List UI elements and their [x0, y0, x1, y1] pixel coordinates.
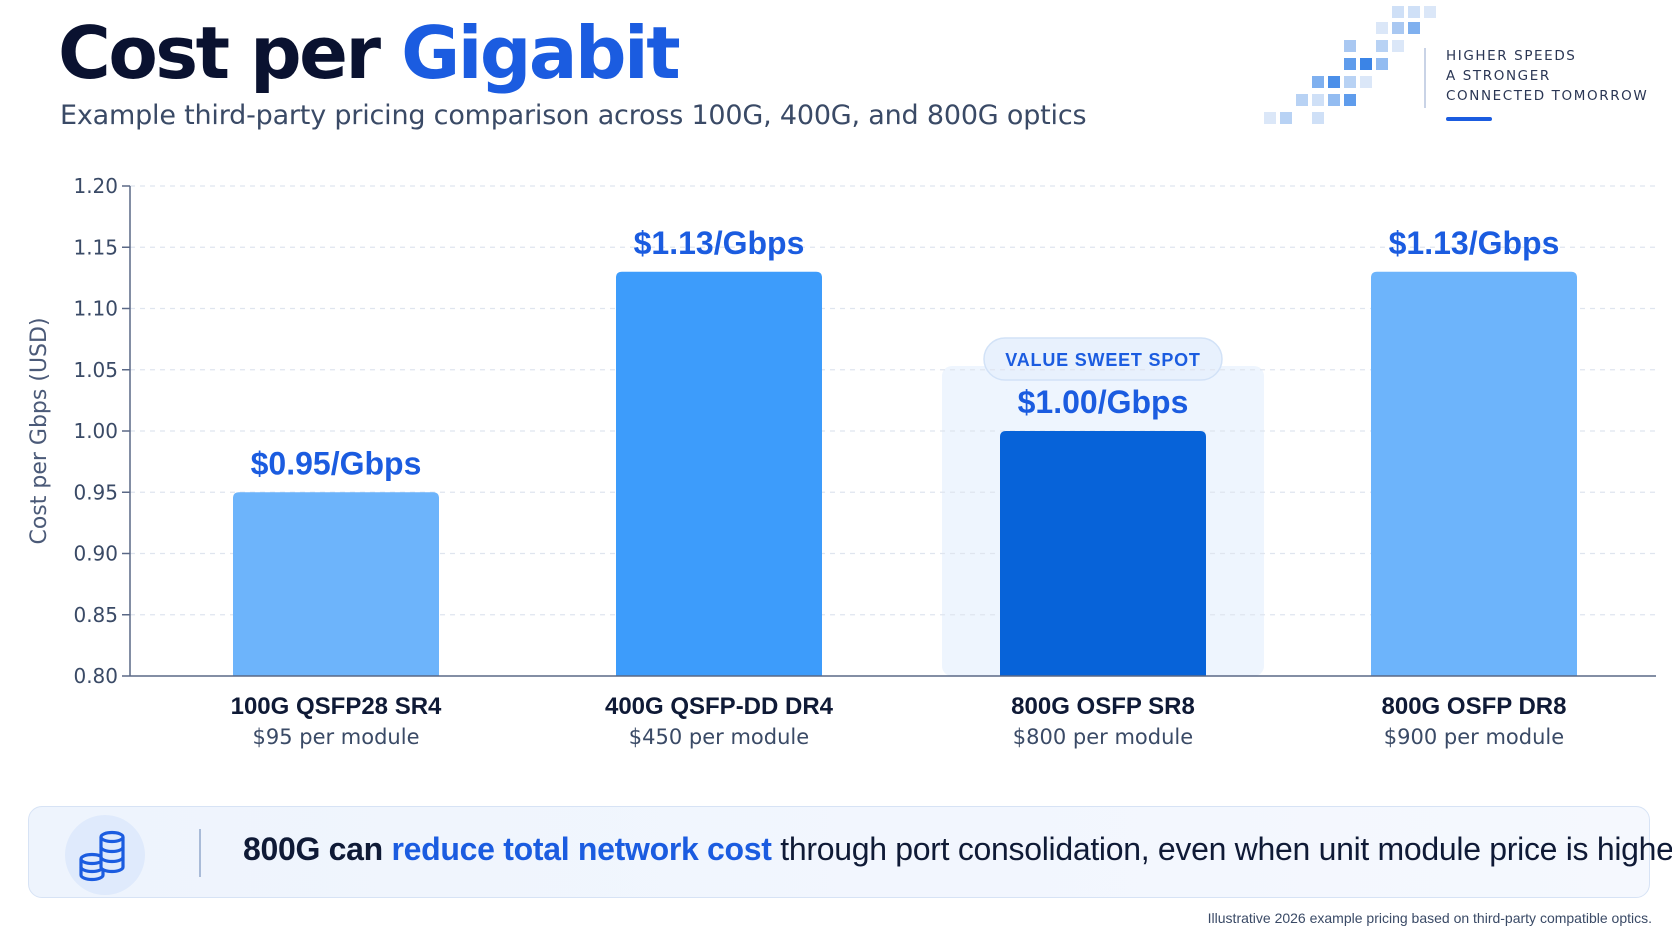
y-tick-label: 1.15	[73, 235, 118, 259]
tagline-line-1: HIGHER SPEEDS	[1446, 48, 1577, 64]
pixel-square	[1344, 94, 1356, 106]
module-price-label: $450 per module	[629, 725, 809, 749]
data-label: $0.95/Gbps	[251, 445, 422, 481]
banner-rest: through port consolidation, even when un…	[780, 831, 1672, 867]
banner-emphasis: reduce total network cost	[391, 831, 772, 867]
tagline-underline	[1446, 117, 1492, 121]
cost-per-gbps-chart: VALUE SWEET SPOT $0.95/Gbps $1.13/Gbps $1.…	[27, 174, 1656, 749]
data-label: $1.00/Gbps	[1018, 384, 1189, 420]
y-tick-label: 0.80	[73, 664, 118, 688]
y-tick-label: 1.10	[73, 297, 118, 321]
pixel-square	[1344, 40, 1356, 52]
category-label: 100G QSFP28 SR4	[231, 693, 442, 720]
pixel-square	[1344, 76, 1356, 88]
y-tick-label: 0.85	[73, 603, 118, 627]
y-tick-label: 0.95	[73, 480, 118, 504]
pixel-square	[1392, 6, 1404, 18]
pixel-square	[1328, 76, 1340, 88]
pixel-square	[1424, 6, 1436, 18]
pixel-square	[1376, 22, 1388, 34]
banner-lead: 800G can	[243, 831, 383, 867]
module-price-label: $800 per module	[1013, 725, 1193, 749]
pixel-square	[1312, 112, 1324, 124]
footnote: Illustrative 2026 example pricing based …	[1207, 910, 1652, 926]
pixel-square	[1344, 58, 1356, 70]
page-subtitle: Example third-party pricing comparison a…	[60, 100, 1087, 131]
category-label: 400G QSFP-DD DR4	[605, 693, 834, 720]
coin-icon-background	[65, 815, 145, 895]
bar-layer: $0.95/Gbps $1.13/Gbps $1.00/Gbps $1.13/Gbps	[233, 225, 1577, 676]
pixel-square	[1376, 40, 1388, 52]
category-label: 800G OSFP SR8	[1011, 693, 1195, 720]
tagline-divider	[1424, 48, 1426, 108]
bar-2	[616, 271, 822, 676]
title-main: Cost per	[58, 11, 381, 95]
y-tick-label: 1.05	[73, 358, 118, 382]
pixel-square	[1408, 6, 1420, 18]
bar-3	[1000, 431, 1206, 676]
module-price-label: $900 per module	[1384, 725, 1564, 749]
module-price-label: $95 per module	[252, 725, 419, 749]
page-title: Cost per Gigabit	[58, 11, 681, 95]
pixel-square	[1392, 40, 1404, 52]
banner-divider	[199, 829, 201, 877]
banner-message: 800G can reduce total network cost throu…	[243, 831, 1672, 868]
category-label: 800G OSFP DR8	[1382, 693, 1567, 720]
data-label: $1.13/Gbps	[634, 225, 805, 261]
pixel-square	[1328, 94, 1340, 106]
y-tick-label: 1.20	[73, 174, 118, 198]
highlight-label: VALUE SWEET SPOT	[1005, 350, 1200, 370]
pixel-square	[1360, 76, 1372, 88]
data-label: $1.13/Gbps	[1389, 225, 1560, 261]
bar-1	[233, 492, 439, 676]
y-tick-label: 1.00	[73, 419, 118, 443]
coin-stack-icon	[79, 830, 125, 882]
tagline-line-3: CONNECTED TOMORROW	[1446, 88, 1649, 104]
title-accent: Gigabit	[401, 11, 681, 95]
pixel-square	[1312, 76, 1324, 88]
pixel-square	[1312, 94, 1324, 106]
pixel-square	[1360, 58, 1372, 70]
y-tick-label: 0.90	[73, 542, 118, 566]
pixel-square	[1392, 22, 1404, 34]
pixel-grid-icon	[1240, 0, 1440, 130]
tagline: HIGHER SPEEDS A STRONGER CONNECTED TOMOR…	[1446, 46, 1648, 106]
pixel-square	[1264, 112, 1276, 124]
tagline-line-2: A STRONGER	[1446, 68, 1551, 84]
pixel-square	[1376, 58, 1388, 70]
axis-layer: 0.80 0.85 0.90 0.95 1.00 1.05 1.10 1.15 1.20 100G…	[73, 174, 1656, 749]
pixel-square	[1280, 112, 1292, 124]
bar-4	[1371, 271, 1577, 676]
summary-banner: 800G can reduce total network cost throu…	[28, 806, 1672, 898]
pixel-square	[1296, 94, 1308, 106]
pixel-square	[1408, 22, 1420, 34]
y-axis-title: Cost per Gbps (USD)	[27, 317, 52, 544]
